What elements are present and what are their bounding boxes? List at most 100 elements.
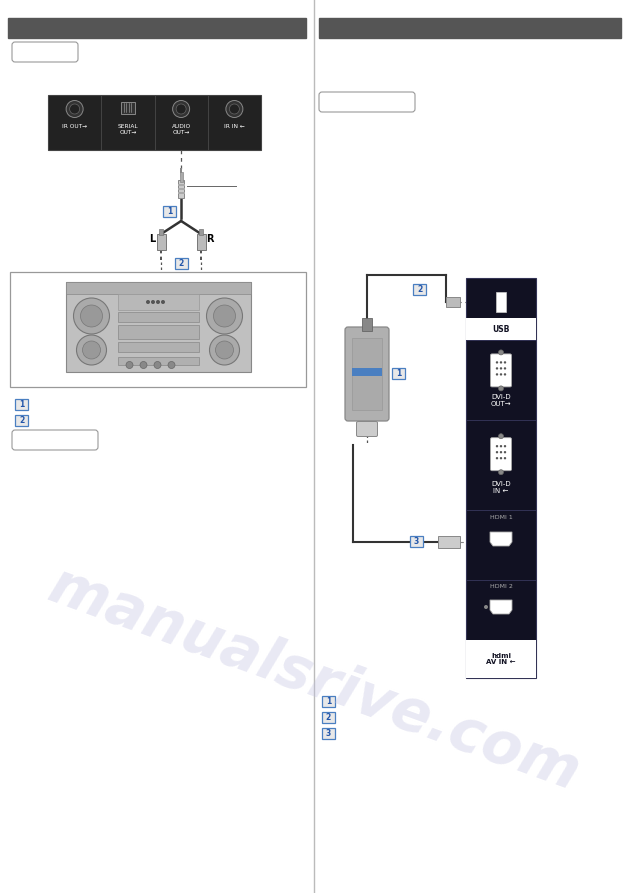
Text: AUDIO
OUT→: AUDIO OUT→	[172, 124, 191, 135]
Bar	[180, 172, 182, 182]
Bar	[65, 282, 250, 294]
Bar	[466, 318, 536, 340]
Circle shape	[66, 101, 83, 118]
Text: L: L	[149, 234, 155, 244]
Circle shape	[500, 457, 502, 459]
Bar	[157, 234, 165, 250]
Bar	[180, 168, 182, 173]
Bar	[118, 342, 199, 352]
Bar	[466, 640, 536, 678]
Bar	[466, 278, 536, 678]
Bar	[10, 272, 306, 387]
Circle shape	[126, 362, 133, 369]
Circle shape	[70, 104, 80, 114]
Text: HDMI 1: HDMI 1	[489, 515, 513, 520]
Circle shape	[226, 101, 243, 118]
Circle shape	[154, 362, 161, 369]
FancyBboxPatch shape	[345, 327, 389, 421]
Bar	[118, 312, 199, 322]
Bar	[322, 728, 335, 739]
Circle shape	[499, 386, 503, 391]
Bar	[163, 206, 176, 217]
Text: 3: 3	[414, 537, 419, 546]
FancyBboxPatch shape	[12, 430, 98, 450]
Bar	[392, 368, 405, 379]
Circle shape	[496, 361, 498, 363]
Polygon shape	[490, 532, 512, 546]
Text: 3: 3	[326, 729, 331, 738]
Circle shape	[504, 361, 506, 363]
Bar	[8, 18, 306, 38]
Circle shape	[161, 300, 165, 304]
Circle shape	[82, 341, 101, 359]
Circle shape	[77, 335, 106, 365]
Bar	[322, 696, 335, 707]
Bar	[197, 234, 206, 250]
Bar	[177, 184, 185, 186]
Bar	[65, 282, 250, 372]
Circle shape	[484, 605, 488, 609]
Circle shape	[156, 300, 160, 304]
Bar	[199, 229, 203, 235]
Circle shape	[496, 373, 498, 376]
Circle shape	[499, 434, 503, 438]
FancyBboxPatch shape	[491, 354, 511, 387]
FancyBboxPatch shape	[319, 92, 415, 112]
Bar	[496, 291, 506, 312]
Bar	[322, 712, 335, 723]
Bar	[177, 188, 185, 189]
Circle shape	[496, 457, 498, 459]
Polygon shape	[490, 600, 512, 614]
Text: 2: 2	[417, 285, 422, 294]
Bar	[118, 325, 199, 339]
Text: 1: 1	[167, 207, 172, 216]
Circle shape	[500, 361, 502, 363]
FancyBboxPatch shape	[491, 438, 511, 471]
Bar	[48, 95, 261, 150]
Bar	[121, 102, 135, 114]
Bar	[362, 318, 372, 331]
Text: 2: 2	[179, 259, 184, 268]
Bar	[352, 338, 382, 410]
Bar	[413, 284, 426, 295]
Bar	[118, 357, 199, 365]
Bar	[410, 536, 423, 547]
Text: R: R	[206, 234, 214, 244]
Circle shape	[81, 305, 103, 327]
Circle shape	[172, 101, 189, 118]
Circle shape	[216, 341, 233, 359]
Text: USB: USB	[493, 324, 509, 333]
Bar	[15, 415, 28, 426]
Text: 2: 2	[326, 713, 331, 722]
Circle shape	[206, 298, 243, 334]
Text: SERIAL
OUT→: SERIAL OUT→	[118, 124, 138, 135]
Circle shape	[151, 300, 155, 304]
Circle shape	[500, 451, 502, 454]
FancyBboxPatch shape	[12, 42, 78, 62]
Text: IR OUT→: IR OUT→	[62, 124, 87, 129]
Bar	[178, 180, 184, 198]
Bar	[15, 399, 28, 410]
Text: manualsrive.com: manualsrive.com	[40, 557, 587, 803]
Circle shape	[504, 457, 506, 459]
Circle shape	[168, 362, 175, 369]
Circle shape	[500, 373, 502, 376]
Circle shape	[496, 367, 498, 370]
Circle shape	[499, 350, 503, 355]
Circle shape	[504, 451, 506, 454]
Text: HDMI 2: HDMI 2	[489, 584, 513, 589]
Bar	[177, 192, 185, 194]
Circle shape	[213, 305, 235, 327]
Text: 1: 1	[19, 400, 24, 409]
Circle shape	[499, 470, 503, 475]
Circle shape	[176, 104, 186, 114]
FancyBboxPatch shape	[357, 421, 377, 437]
Circle shape	[500, 367, 502, 370]
Text: 1: 1	[396, 369, 401, 378]
Circle shape	[496, 445, 498, 447]
Bar	[118, 294, 199, 310]
Text: IR IN ←: IR IN ←	[224, 124, 245, 129]
Text: DVI-D
IN ←: DVI-D IN ←	[491, 481, 511, 494]
Bar	[159, 229, 163, 235]
Circle shape	[504, 367, 506, 370]
